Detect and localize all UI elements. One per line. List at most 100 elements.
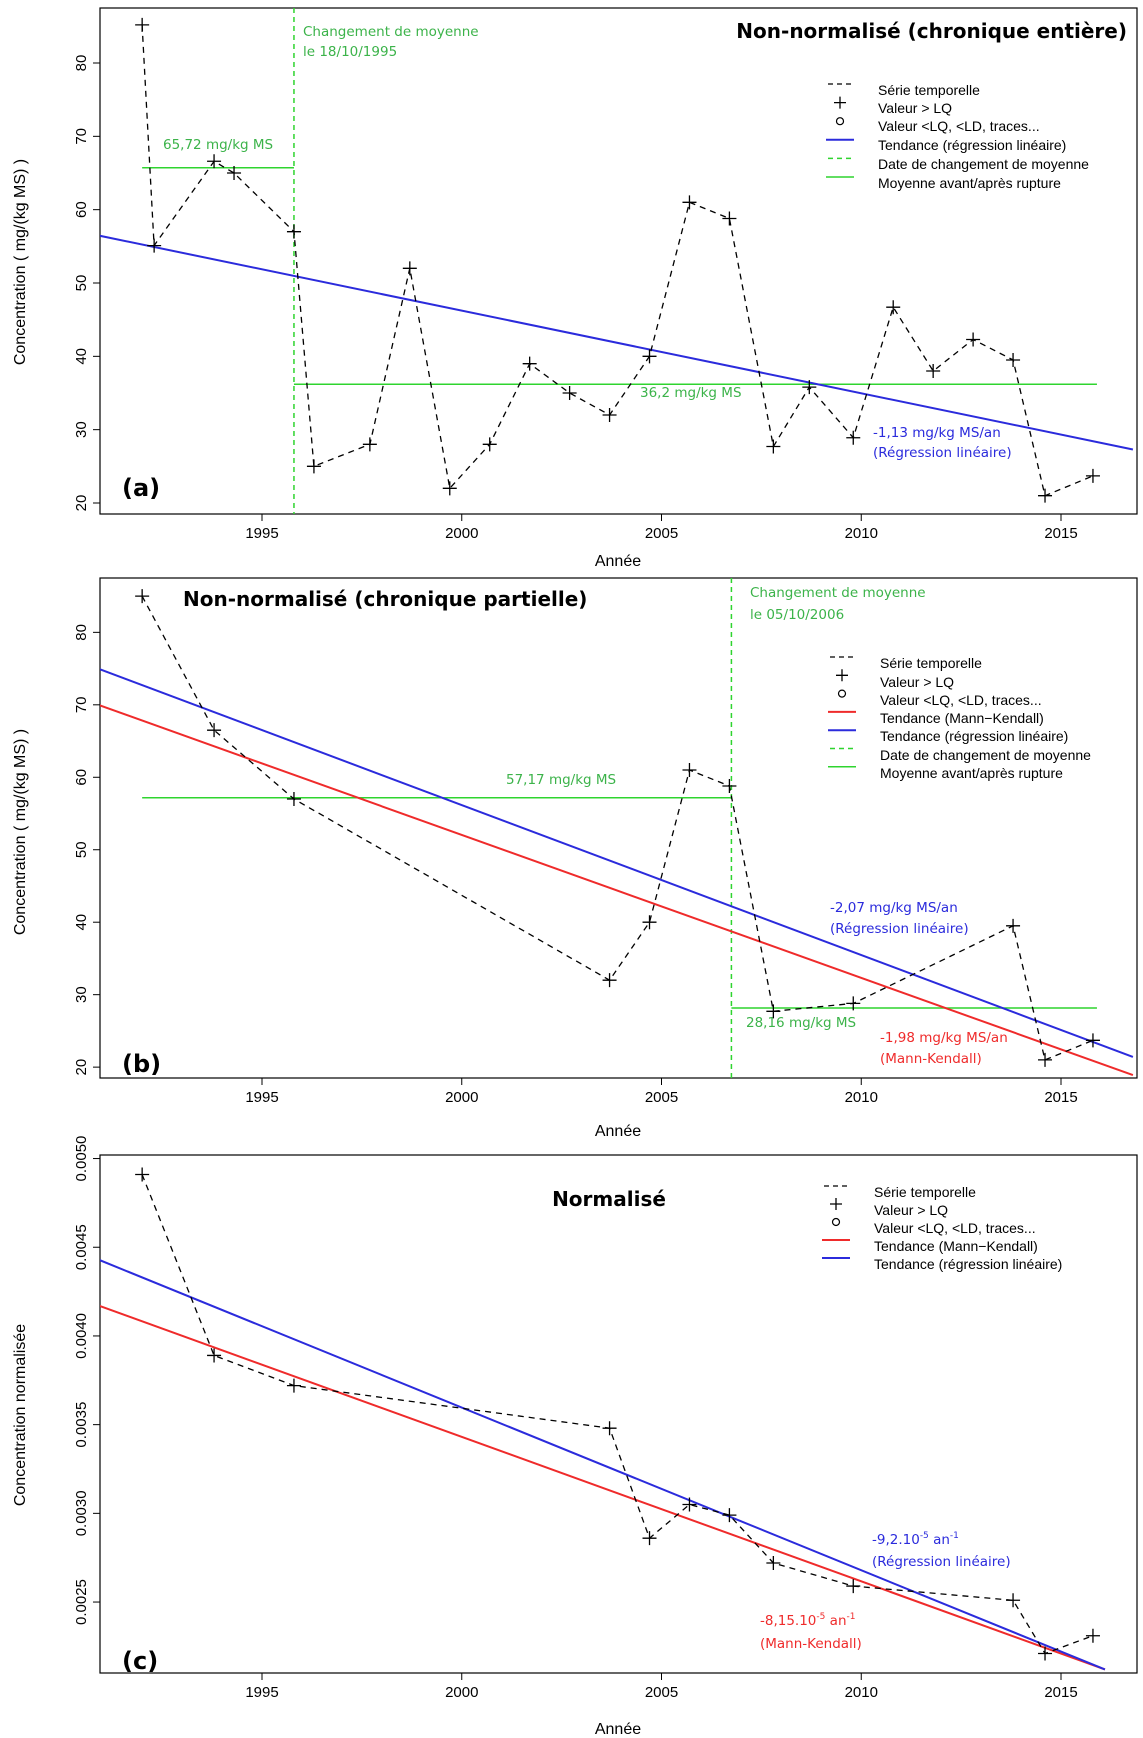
panel-a-mean-label-after: 36,2 mg/kg MS	[640, 385, 742, 401]
x-tick-label: 2015	[1044, 1684, 1077, 1701]
panel-b-legend: Série temporelle Valeur > LQ Valeur <LQ,…	[880, 655, 1091, 781]
data-point-marker	[286, 792, 301, 807]
panel-b-legend-label: Valeur > LQ	[880, 674, 954, 690]
data-point-marker	[1038, 1646, 1053, 1661]
y-tick-label: 0.0030	[73, 1490, 90, 1536]
legend-symbol-plus	[836, 669, 848, 682]
data-point-marker	[562, 386, 577, 400]
data-point-marker	[207, 154, 222, 169]
legend-symbol-circle	[831, 1217, 841, 1227]
y-tick-label: 70	[73, 128, 90, 145]
panel-a-title: Non-normalisé (chronique entière)	[736, 19, 1127, 43]
panel-a-label: (a)	[122, 474, 160, 502]
panel-b-xlabel: Année	[595, 1123, 641, 1140]
x-tick-label: 2015	[1044, 525, 1077, 542]
panel-a-legend-label: Valeur > LQ	[878, 100, 952, 116]
data-point-marker	[766, 439, 781, 454]
y-tick-label: 20	[73, 1059, 90, 1076]
x-tick-label: 2005	[645, 525, 678, 542]
panel-c-plot-area	[100, 1167, 1106, 1671]
panel-b-slope-label-red-line1: -1,98 mg/kg MS/an	[880, 1030, 1008, 1046]
panel-a: Non-normalisé (chronique entière) (a) An…	[12, 7, 1138, 570]
data-point-marker	[1085, 468, 1100, 483]
panel-a-legend-label: Date de changement de moyenne	[878, 156, 1089, 172]
data-point-marker	[522, 356, 537, 371]
x-tick-label: 2000	[445, 525, 478, 542]
panel-b-title: Non-normalisé (chronique partielle)	[183, 587, 587, 611]
panel-a-frame	[99, 7, 1138, 515]
data-point-marker	[286, 224, 301, 239]
data-point-marker	[766, 1004, 781, 1019]
y-tick-label: 0.0025	[73, 1579, 90, 1625]
x-tick-label: 2010	[845, 1684, 878, 1701]
data-point-marker	[846, 996, 861, 1011]
x-tick-label: 1995	[245, 1684, 278, 1701]
legend-symbol-plus	[830, 1198, 842, 1210]
mann-kendall-trend-line	[100, 1305, 1106, 1671]
panel-a-legend: Série temporelle Valeur > LQ Valeur <LQ,…	[878, 82, 1089, 191]
panel-b-change-label-1: Changement de moyenne	[750, 585, 926, 601]
data-point-marker	[207, 723, 222, 738]
data-point-marker	[362, 437, 377, 452]
y-tick-label: 0.0040	[73, 1313, 90, 1359]
panel-b-legend-label: Date de changement de moyenne	[880, 747, 1091, 763]
panel-c-xlabel: Année	[595, 1721, 641, 1738]
y-tick-label: 0.0045	[73, 1224, 90, 1270]
data-point-marker	[642, 915, 657, 930]
data-point-marker	[207, 1348, 222, 1363]
panel-c-slope-label-red-line1: -8,15.10-5 an-1	[760, 1612, 856, 1629]
panel-b-change-label-2: le 05/10/2006	[750, 607, 844, 623]
y-tick-label: 0.0050	[73, 1136, 90, 1182]
data-point-marker	[482, 437, 497, 452]
panel-a-legend-label: Tendance (régression linéaire)	[878, 137, 1066, 153]
panel-a-change-label-1: Changement de moyenne	[303, 24, 479, 40]
panel-b-slope-label-blue-line2: (Régression linéaire)	[830, 921, 969, 937]
data-point-marker	[682, 1497, 697, 1512]
x-tick-label: 1995	[245, 1089, 278, 1106]
data-point-marker	[135, 17, 150, 32]
data-point-marker	[1006, 918, 1021, 933]
data-point-marker	[135, 1167, 150, 1182]
data-point-marker	[227, 166, 242, 180]
x-tick-label: 2010	[845, 525, 878, 542]
panel-a-mean-label-before: 65,72 mg/kg MS	[163, 137, 273, 153]
panel-b-ylabel: Concentration ( mg/(kg MS) )	[12, 729, 29, 935]
y-tick-label: 70	[73, 696, 90, 713]
panel-c-legend-label: Tendance (Mann−Kendall)	[874, 1238, 1038, 1254]
y-tick-label: 80	[73, 55, 90, 72]
data-point-marker	[147, 238, 162, 253]
time-series-line	[141, 595, 1094, 1061]
panel-c-frame	[99, 1154, 1138, 1674]
data-point-marker	[846, 1579, 861, 1594]
y-tick-label: 30	[73, 986, 90, 1003]
panel-b: Non-normalisé (chronique partielle) (b) …	[12, 577, 1138, 1140]
data-point-marker	[402, 261, 417, 276]
data-point-marker	[766, 1556, 781, 1571]
y-tick-label: 60	[73, 201, 90, 218]
panel-c-legend-label: Valeur <LQ, <LD, traces...	[874, 1220, 1036, 1236]
y-tick-label: 50	[73, 841, 90, 858]
panel-c-slope-label-blue-line1: -9,2.10-5 an-1	[872, 1531, 959, 1548]
x-tick-label: 2015	[1044, 1089, 1077, 1106]
data-point-marker	[135, 589, 150, 604]
legend-symbol-plus	[834, 96, 846, 109]
data-point-marker	[602, 973, 617, 988]
regression-trend-line	[100, 234, 1134, 451]
x-tick-label: 2005	[645, 1089, 678, 1106]
panel-a-change-label-2: le 18/10/1995	[303, 44, 397, 60]
panel-a-legend-label: Valeur <LQ, <LD, traces...	[878, 118, 1040, 134]
data-point-marker	[1085, 1628, 1100, 1643]
x-tick-label: 2000	[445, 1684, 478, 1701]
data-point-marker	[306, 459, 321, 474]
mann-kendall-trend-line	[100, 704, 1134, 1077]
data-point-marker	[722, 778, 737, 793]
data-point-marker	[1085, 1033, 1100, 1048]
panel-b-legend-label: Moyenne avant/après rupture	[880, 765, 1063, 781]
panel-b-legend-label: Tendance (Mann−Kendall)	[880, 710, 1044, 726]
data-point-marker	[682, 195, 697, 210]
panel-b-frame	[99, 577, 1138, 1079]
panel-b-plot-area	[100, 578, 1134, 1078]
panel-c-legend-label: Tendance (régression linéaire)	[874, 1256, 1062, 1272]
panel-a-xlabel: Année	[595, 553, 641, 570]
